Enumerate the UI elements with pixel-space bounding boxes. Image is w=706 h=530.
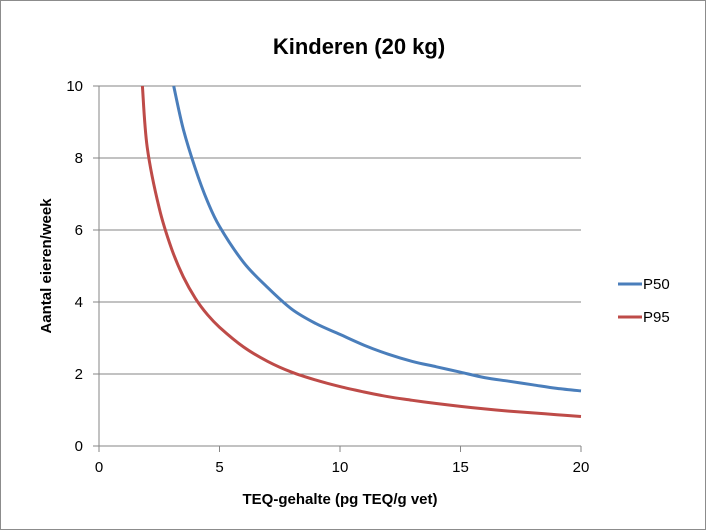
chart-title: Kinderen (20 kg) bbox=[273, 34, 445, 59]
y-tick-label: 8 bbox=[75, 150, 83, 167]
legend-label-p50: P50 bbox=[643, 276, 670, 293]
x-tick-label: 15 bbox=[452, 459, 469, 476]
legend: P50 P95 bbox=[618, 276, 670, 326]
series-line-p95 bbox=[140, 85, 582, 418]
legend-label-p95: P95 bbox=[643, 309, 670, 326]
axes bbox=[93, 85, 582, 452]
x-axis-title: TEQ-gehalte (pg TEQ/g vet) bbox=[242, 491, 437, 508]
x-tick-label: 10 bbox=[332, 459, 349, 476]
y-tick-labels: 0 2 4 6 8 10 bbox=[66, 78, 83, 455]
x-tick-label: 0 bbox=[95, 459, 103, 476]
x-tick-label: 20 bbox=[573, 459, 590, 476]
y-tick-label: 10 bbox=[66, 78, 83, 95]
y-axis-title: Aantal eieren/week bbox=[38, 198, 55, 334]
series-lines bbox=[140, 85, 582, 418]
y-tick-label: 2 bbox=[75, 366, 83, 383]
y-tick-label: 0 bbox=[75, 438, 83, 455]
x-tick-labels: 0 5 10 15 20 bbox=[95, 459, 590, 476]
y-tick-label: 6 bbox=[75, 222, 83, 239]
x-tick-label: 5 bbox=[215, 459, 223, 476]
y-tick-label: 4 bbox=[75, 294, 83, 311]
series-line-p50 bbox=[172, 85, 582, 393]
gridlines bbox=[99, 85, 581, 375]
